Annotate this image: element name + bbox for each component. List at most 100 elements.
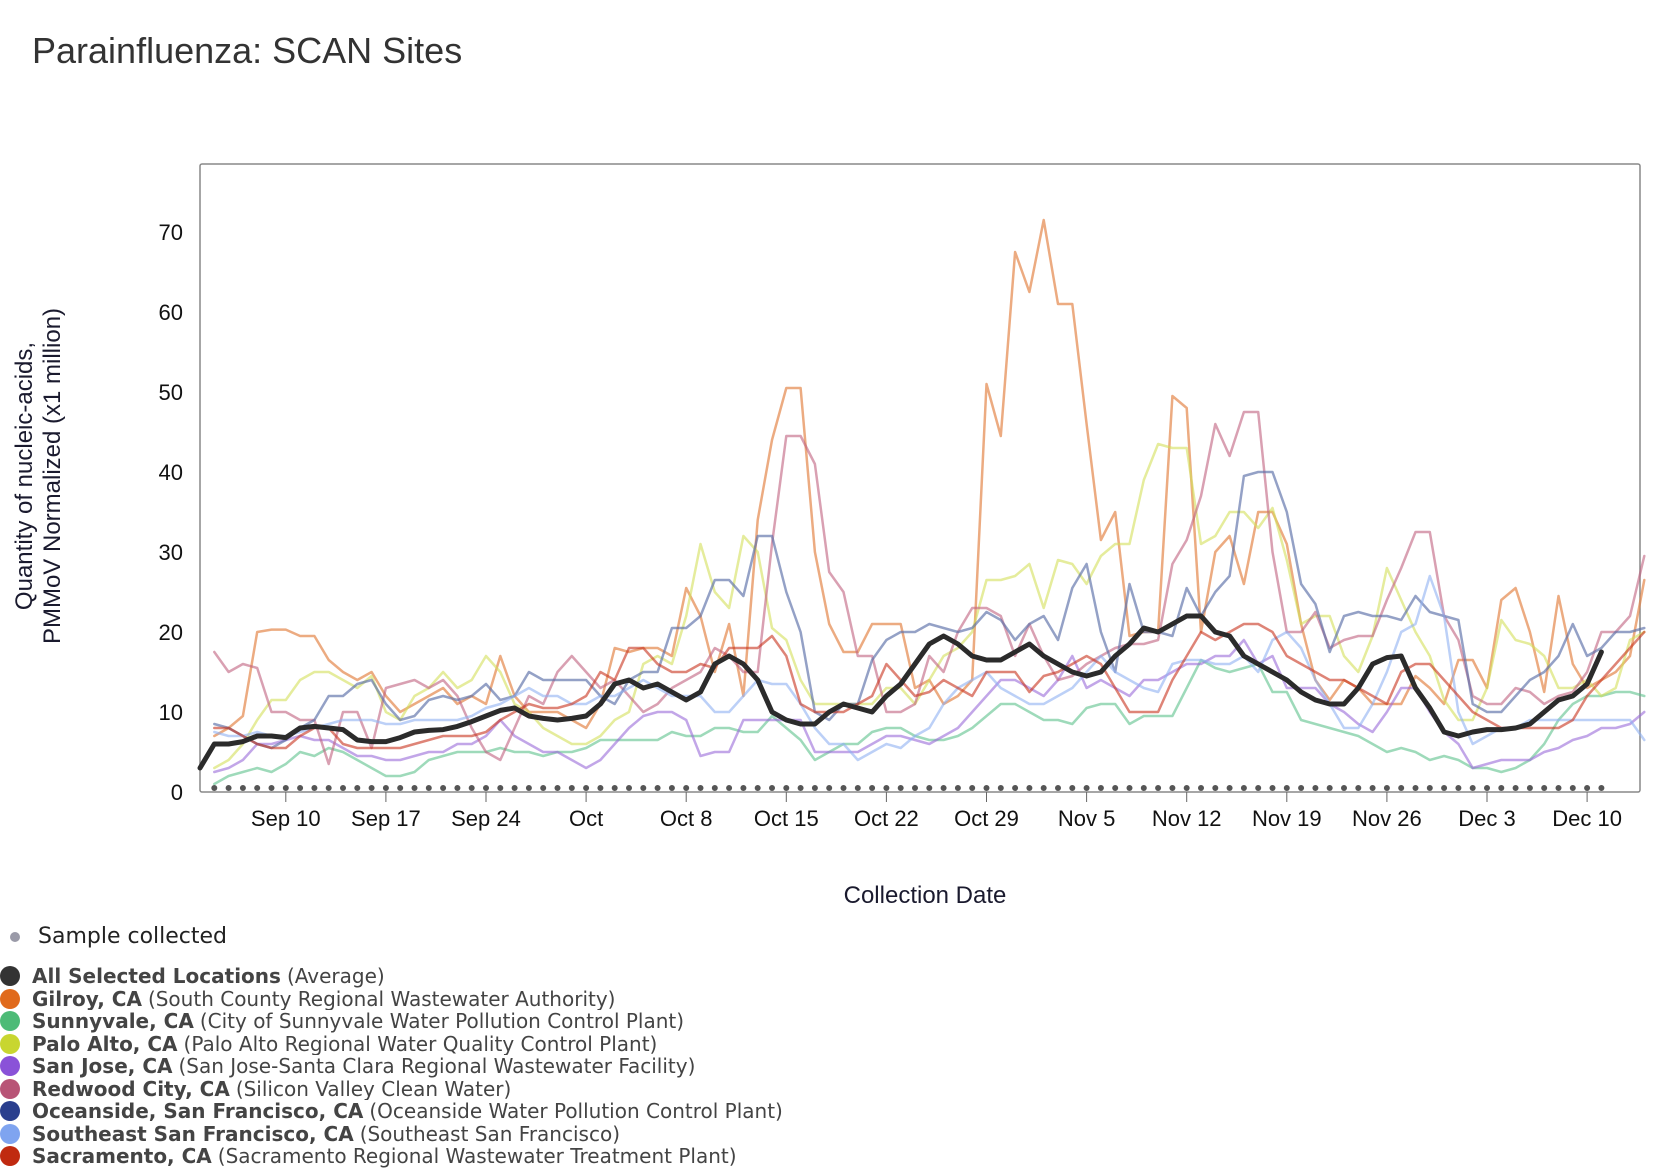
legend-item-name: All Selected Locations [32,965,281,988]
sample-marker [1541,785,1548,791]
legend-item-description: (City of Sunnyvale Water Pollution Contr… [199,1010,685,1033]
legend-item-description: (Average) [286,965,385,988]
sample-marker [826,785,833,791]
x-tick-label: Oct 29 [954,806,1019,831]
sample-marker [1198,785,1204,791]
legend-item[interactable]: All Selected Locations (Average) [0,965,783,988]
sample-marker [1255,785,1262,791]
series-line-sunnyvale-ca [213,658,1646,786]
sample-marker [854,785,861,791]
sample-marker [554,785,561,791]
legend-item-description: (Palo Alto Regional Water Quality Contro… [183,1032,658,1055]
sample-marker [1055,785,1061,791]
legend-item[interactable]: Gilroy, CA (South County Regional Wastewa… [0,988,783,1011]
sample-marker [225,785,232,791]
series-line-southeast-san-francisco-ca [213,574,1646,762]
sample-marker [969,785,976,791]
sample-marker [297,785,304,791]
sample-marker [1012,785,1019,791]
sample-marker [711,785,718,791]
legend-item-name: Sunnyvale, CA [32,1010,194,1033]
y-tick-label: 10 [159,700,183,725]
sample-marker [1341,785,1347,791]
sample-marker [411,785,418,791]
sample-markers [211,785,1605,791]
x-tick-label: Oct [569,806,603,831]
sample-marker [754,785,761,791]
legend-item[interactable]: Sacramento, CA (Sacramento Regional Waste… [0,1145,783,1168]
legend-item[interactable]: Southeast San Francisco, CA (Southeast Sa… [0,1123,783,1146]
y-tick-label: 20 [159,620,183,645]
legend-item-description: (South County Regional Wastewater Author… [147,987,616,1010]
sample-marker [1112,785,1119,791]
sample-marker [254,785,261,791]
sample-marker [1398,785,1405,791]
sample-marker [926,785,933,791]
sample-marker [783,785,790,791]
legend: All Selected Locations (Average) Gilroy, C… [0,965,783,1168]
sample-marker [382,785,389,791]
legend-color-dot-icon [0,988,20,1009]
x-tick-label: Sep 10 [251,806,321,831]
sample-marker [1355,785,1362,791]
series-line-oceanside-san-francisco-ca [213,470,1646,750]
sample-marker [1484,785,1490,791]
legend-item[interactable]: Oceanside, San Francisco, CA (Oceanside W… [0,1100,783,1123]
legend-item[interactable]: Redwood City, CA (Silicon Valley Clean Wa… [0,1078,783,1101]
legend-item[interactable]: San Jose, CA (San Jose-Santa Clara Region… [0,1055,783,1078]
sample-marker [1269,785,1276,791]
legend-item-name: Oceanside, San Francisco, CA [32,1100,364,1123]
sample-marker [497,785,504,791]
x-tick-label: Nov 5 [1058,806,1115,831]
sample-marker [397,785,404,791]
sample-marker [597,785,604,791]
legend-item[interactable]: Palo Alto, CA (Palo Alto Regional Water Q… [0,1033,783,1056]
sample-marker [1526,785,1533,791]
legend-color-dot-icon [0,1146,20,1167]
sample-marker [468,785,475,791]
x-axis: Sep 10 Sep 17 Sep 24 Oct Oct 8 Oct 15 Oct 22 Oc… [251,792,1622,831]
sample-marker [1240,785,1247,791]
y-tick-label: 40 [159,460,183,485]
line-chart: 0 10 20 30 40 50 60 70 Sep 10 Sep 17 Sep 24 Oct Oct… [11,163,1646,909]
sample-marker [811,785,818,791]
sample-marker [540,785,547,791]
sample-marker [740,785,747,791]
legend-item-description: (Silicon Valley Clean Water) [235,1077,512,1100]
y-tick-label: 50 [159,380,183,405]
sample-marker [1512,785,1519,791]
page-title: Parainfluenza: SCAN Sites [32,30,463,71]
sample-marker [1469,785,1476,791]
sample-marker [1183,785,1190,791]
sample-marker [325,785,332,791]
x-tick-label: Oct 8 [660,806,713,831]
y-axis-label: Quantity of nucleic-acids, [11,342,38,610]
sample-marker [440,785,447,791]
sample-marker [1026,785,1033,791]
sample-marker [525,785,532,791]
legend-sample-collected: Sample collected [10,924,227,949]
x-tick-label: Nov 12 [1152,806,1222,831]
sample-marker [1097,785,1104,791]
sample-marker [1412,785,1419,791]
sample-marker [1169,785,1176,791]
legend-item-description: (Oceanside Water Pollution Control Plant… [369,1100,783,1123]
series-line-all-selected-locations [197,613,1604,771]
sample-marker [611,785,618,791]
series-line-redwood-city-ca [213,410,1646,766]
sample-marker [697,785,704,791]
sample-marker [983,785,990,791]
legend-item-name: Sacramento, CA [32,1145,212,1168]
sample-marker [1069,785,1076,791]
sample-marker [354,785,361,791]
sample-marker [1283,785,1290,791]
sample-marker [340,785,346,791]
legend-color-dot-icon [0,1011,20,1032]
sample-marker [583,785,590,791]
sample-marker [1569,785,1576,791]
x-tick-label: Nov 26 [1352,806,1422,831]
sample-marker [511,785,518,791]
legend-item[interactable]: Sunnyvale, CA (City of Sunnyvale Water Po… [0,1010,783,1033]
legend-item-description: (Sacramento Regional Wastewater Treatmen… [217,1145,737,1168]
sample-marker [726,785,733,791]
